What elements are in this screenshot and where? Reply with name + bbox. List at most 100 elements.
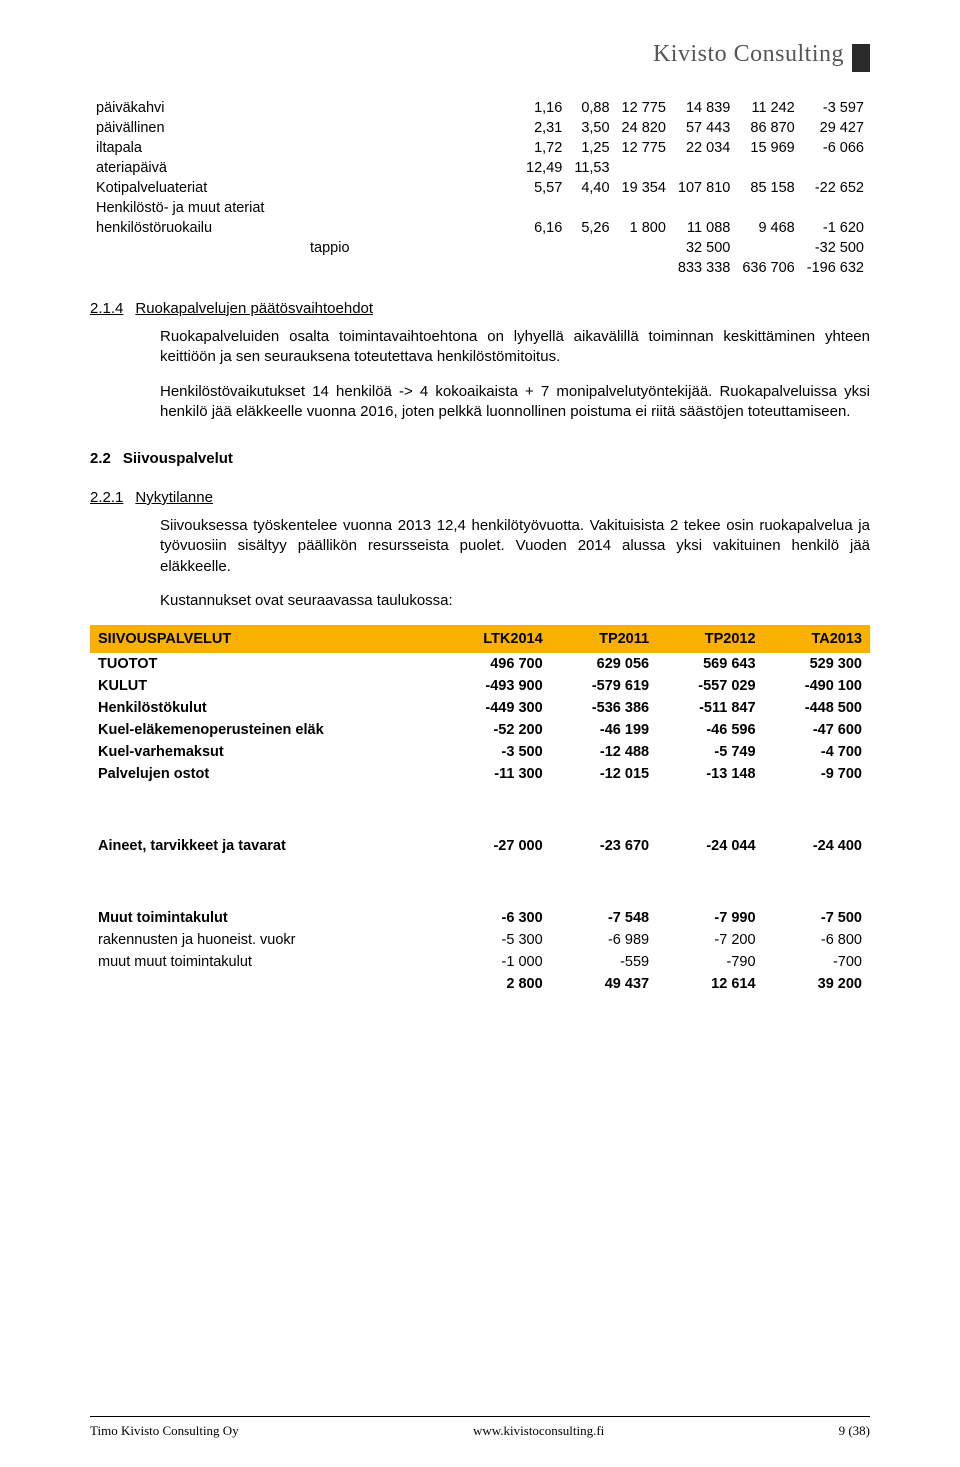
row-value: -23 670: [551, 835, 657, 857]
row-value: [672, 158, 736, 178]
row-label: Henkilöstökulut: [90, 697, 441, 719]
row-value: 49 437: [551, 973, 657, 995]
row-label: tappio: [90, 238, 520, 258]
heading-title: Siivouspalvelut: [123, 450, 233, 467]
row-value: 107 810: [672, 178, 736, 198]
row-value: 12 775: [616, 98, 672, 118]
row-label: [90, 258, 520, 278]
table-header-row: SIIVOUSPALVELUT LTK2014 TP2011 TP2012 TA…: [90, 625, 870, 653]
table-row: KULUT-493 900-579 619-557 029-490 100: [90, 675, 870, 697]
row-value: 1,25: [568, 138, 615, 158]
heading-2-1-4: 2.1.4Ruokapalvelujen päätösvaihtoehdot: [90, 300, 870, 317]
row-value: 39 200: [764, 973, 870, 995]
siivous-table: SIIVOUSPALVELUT LTK2014 TP2011 TP2012 TA…: [90, 625, 870, 995]
row-value: 569 643: [657, 653, 763, 675]
sec214-p2: Henkilöstövaikutukset 14 henkilöä -> 4 k…: [160, 382, 870, 423]
row-value: -4 700: [764, 741, 870, 763]
brand-logo: Kivisto Consulting: [653, 40, 870, 68]
row-value: -47 600: [764, 719, 870, 741]
row-value: [520, 238, 568, 258]
row-value: -493 900: [441, 675, 551, 697]
heading-2-2-1: 2.2.1Nykytilanne: [90, 489, 870, 506]
row-value: -1 000: [441, 951, 551, 973]
row-value: -52 200: [441, 719, 551, 741]
page-footer: Timo Kivisto Consulting Oy www.kivistoco…: [90, 1416, 870, 1439]
row-value: 12,49: [520, 158, 568, 178]
table-row: 2 80049 43712 61439 200: [90, 973, 870, 995]
row-value: [568, 258, 615, 278]
row-value: -22 652: [801, 178, 870, 198]
table-row: rakennusten ja huoneist. vuokr-5 300-6 9…: [90, 929, 870, 951]
row-value: [801, 198, 870, 218]
row-value: -24 400: [764, 835, 870, 857]
row-value: 12 614: [657, 973, 763, 995]
row-label: KULUT: [90, 675, 441, 697]
table-row: Henkilöstö- ja muut ateriat: [90, 198, 870, 218]
row-label: Henkilöstö- ja muut ateriat: [90, 198, 520, 218]
row-value: -6 989: [551, 929, 657, 951]
row-label: TUOTOT: [90, 653, 441, 675]
table-row: muut muut toimintakulut-1 000-559-790-70…: [90, 951, 870, 973]
row-value: 15 969: [736, 138, 800, 158]
row-value: 24 820: [616, 118, 672, 138]
row-label: ateriapäivä: [90, 158, 520, 178]
row-value: [672, 198, 736, 218]
row-label: henkilöstöruokailu: [90, 218, 520, 238]
table-row: iltapala1,721,2512 77522 03415 969-6 066: [90, 138, 870, 158]
row-value: -46 199: [551, 719, 657, 741]
row-value: 9 468: [736, 218, 800, 238]
row-value: 0,88: [568, 98, 615, 118]
row-value: -7 200: [657, 929, 763, 951]
sec221-p2: Kustannukset ovat seuraavassa taulukossa…: [160, 591, 870, 611]
row-label: rakennusten ja huoneist. vuokr: [90, 929, 441, 951]
sec221-p1: Siivouksessa työskentelee vuonna 2013 12…: [160, 516, 870, 577]
row-value: 5,26: [568, 218, 615, 238]
row-value: 57 443: [672, 118, 736, 138]
row-value: 3,50: [568, 118, 615, 138]
row-value: 1,16: [520, 98, 568, 118]
row-value: -536 386: [551, 697, 657, 719]
row-value: -7 990: [657, 907, 763, 929]
row-value: 11 242: [736, 98, 800, 118]
row-value: 496 700: [441, 653, 551, 675]
row-value: 86 870: [736, 118, 800, 138]
row-value: [616, 258, 672, 278]
row-value: 14 839: [672, 98, 736, 118]
row-value: 1 800: [616, 218, 672, 238]
spacer-row: [90, 857, 870, 907]
row-value: [736, 198, 800, 218]
row-label: Aineet, tarvikkeet ja tavarat: [90, 835, 441, 857]
row-value: -5 749: [657, 741, 763, 763]
row-value: -490 100: [764, 675, 870, 697]
row-value: -12 015: [551, 763, 657, 785]
row-value: -1 620: [801, 218, 870, 238]
brand-name: Kivisto Consulting: [653, 41, 844, 68]
row-value: -13 148: [657, 763, 763, 785]
row-value: 22 034: [672, 138, 736, 158]
row-value: -448 500: [764, 697, 870, 719]
col-tp2011: TP2011: [551, 625, 657, 653]
row-value: -46 596: [657, 719, 763, 741]
table-row: Palvelujen ostot-11 300-12 015-13 148-9 …: [90, 763, 870, 785]
heading-2-2: 2.2Siivouspalvelut: [90, 450, 870, 467]
row-value: -579 619: [551, 675, 657, 697]
row-value: 629 056: [551, 653, 657, 675]
row-label: Kuel-eläkemenoperusteinen eläk: [90, 719, 441, 741]
row-value: [568, 238, 615, 258]
col-ta2013: TA2013: [764, 625, 870, 653]
row-value: -196 632: [801, 258, 870, 278]
heading-title: Nykytilanne: [135, 489, 213, 506]
footer-left: Timo Kivisto Consulting Oy: [90, 1423, 239, 1439]
row-label: päivällinen: [90, 118, 520, 138]
row-value: 29 427: [801, 118, 870, 138]
table-row: Kuel-eläkemenoperusteinen eläk-52 200-46…: [90, 719, 870, 741]
row-value: 529 300: [764, 653, 870, 675]
row-value: -9 700: [764, 763, 870, 785]
row-value: 11,53: [568, 158, 615, 178]
row-value: -559: [551, 951, 657, 973]
row-value: -3 500: [441, 741, 551, 763]
row-label: Palvelujen ostot: [90, 763, 441, 785]
row-label: Muut toimintakulut: [90, 907, 441, 929]
row-value: [616, 158, 672, 178]
row-value: 85 158: [736, 178, 800, 198]
